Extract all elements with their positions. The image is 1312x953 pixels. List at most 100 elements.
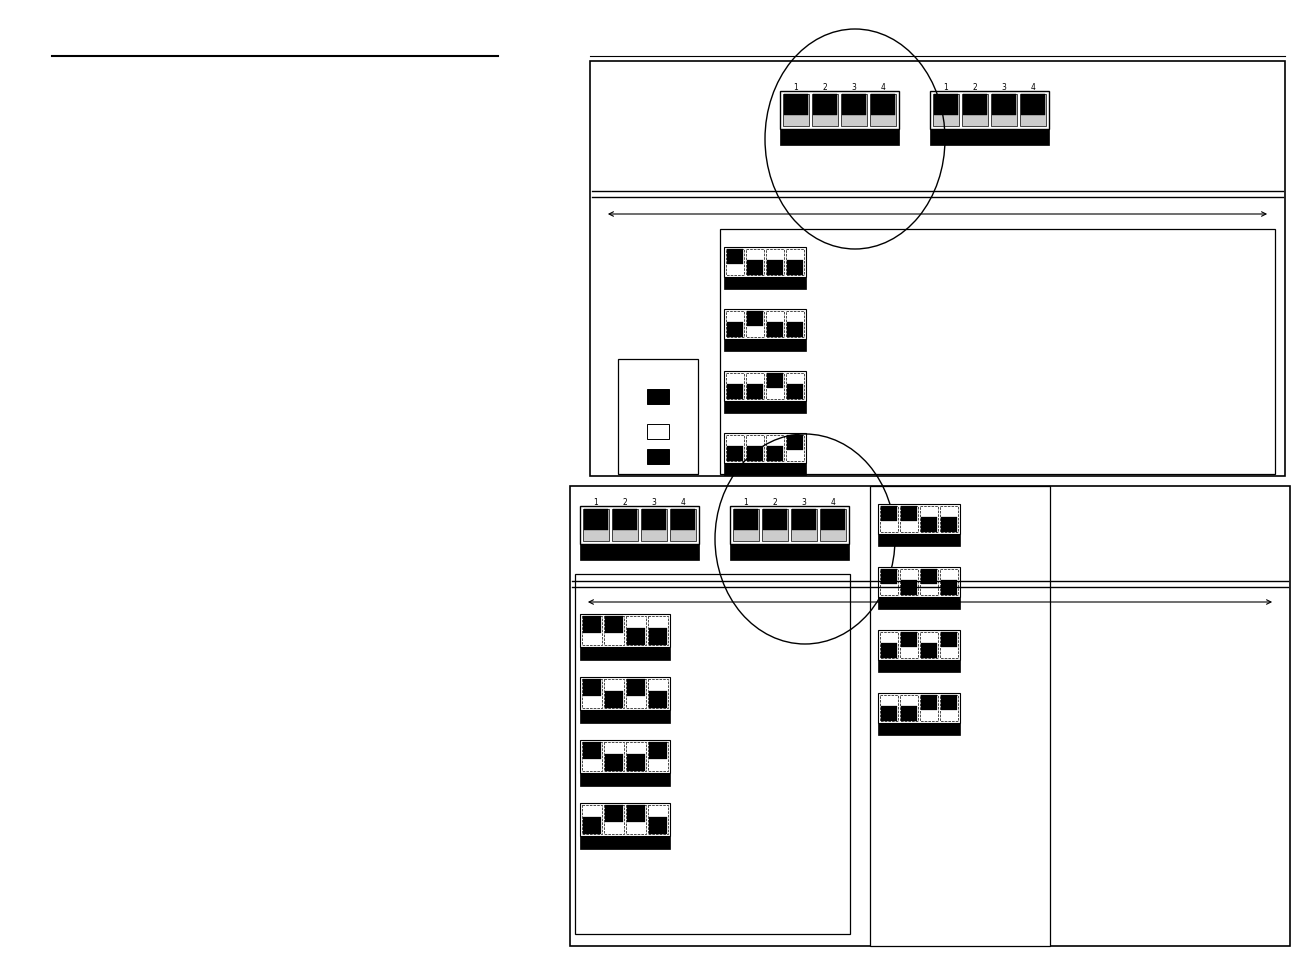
Text: 3: 3 (802, 497, 807, 507)
Bar (920, 569, 938, 596)
Bar (670, 510, 695, 541)
Text: 2: 2 (823, 83, 828, 92)
Bar (580, 615, 670, 647)
Bar (787, 323, 803, 337)
Text: 1: 1 (794, 83, 799, 92)
Bar (729, 506, 849, 544)
Bar (900, 633, 918, 659)
Text: 1: 1 (593, 497, 598, 507)
Bar (583, 805, 602, 834)
Bar (727, 447, 743, 461)
Text: 4: 4 (880, 83, 886, 92)
Bar (842, 95, 866, 115)
Bar (939, 506, 958, 533)
Bar (627, 755, 646, 771)
Bar (580, 836, 670, 849)
Bar (611, 510, 638, 541)
Bar (627, 629, 646, 645)
Bar (605, 679, 625, 708)
Bar (605, 755, 623, 771)
Bar (878, 598, 960, 609)
Bar (580, 544, 699, 560)
Text: 1: 1 (744, 497, 748, 507)
Bar (812, 95, 838, 127)
Bar (727, 323, 743, 337)
Bar (841, 95, 867, 127)
Bar (724, 401, 806, 414)
Bar (647, 390, 669, 405)
Bar (768, 374, 783, 389)
Bar (605, 617, 625, 645)
Bar (921, 696, 937, 710)
Bar (878, 535, 960, 546)
Bar (880, 633, 897, 659)
Bar (901, 706, 917, 721)
Bar (724, 339, 806, 352)
Bar (920, 633, 938, 659)
Bar (878, 567, 960, 598)
Bar (642, 510, 666, 541)
Bar (724, 277, 806, 290)
Bar (921, 569, 937, 584)
Bar (580, 803, 670, 836)
Bar (747, 385, 764, 399)
Bar (747, 447, 764, 461)
Bar (787, 436, 803, 451)
Bar (747, 312, 764, 327)
Bar (768, 447, 783, 461)
Bar (766, 436, 785, 461)
Bar (878, 723, 960, 735)
Bar (613, 510, 638, 530)
Bar (991, 95, 1017, 127)
Bar (900, 569, 918, 596)
Bar (871, 95, 895, 115)
Bar (584, 510, 607, 530)
Text: 4: 4 (681, 497, 685, 507)
Bar (670, 510, 695, 530)
Bar (733, 510, 760, 541)
Bar (575, 575, 850, 934)
Bar (647, 450, 669, 464)
Bar (880, 696, 897, 721)
Text: 3: 3 (851, 83, 857, 92)
Bar (786, 312, 804, 337)
Bar (569, 486, 1290, 946)
Bar (747, 261, 764, 275)
Bar (930, 130, 1050, 146)
Bar (726, 250, 744, 275)
Bar (724, 463, 806, 476)
Bar (766, 312, 785, 337)
Bar (941, 633, 956, 647)
Bar (901, 506, 917, 521)
Bar (584, 679, 601, 696)
Bar (941, 580, 956, 596)
Bar (727, 250, 743, 265)
Bar (584, 742, 601, 759)
Bar (787, 385, 803, 399)
Bar (584, 818, 601, 834)
Bar (724, 310, 806, 339)
Bar (626, 805, 646, 834)
Bar (605, 692, 623, 708)
Bar (781, 130, 899, 146)
Bar (962, 95, 988, 127)
Bar (930, 91, 1050, 130)
Bar (768, 261, 783, 275)
Bar (647, 424, 669, 439)
Bar (921, 517, 937, 533)
Bar (747, 374, 764, 399)
Bar (580, 678, 670, 710)
Bar (649, 742, 666, 759)
Text: 2: 2 (972, 83, 977, 92)
Bar (781, 91, 899, 130)
Bar (900, 506, 918, 533)
Bar (878, 693, 960, 723)
Bar (648, 679, 668, 708)
Text: 3: 3 (652, 497, 656, 507)
Text: 2: 2 (773, 497, 778, 507)
Bar (724, 372, 806, 401)
Bar (583, 679, 602, 708)
Bar (626, 742, 646, 771)
Bar (766, 250, 785, 275)
Bar (880, 569, 897, 596)
